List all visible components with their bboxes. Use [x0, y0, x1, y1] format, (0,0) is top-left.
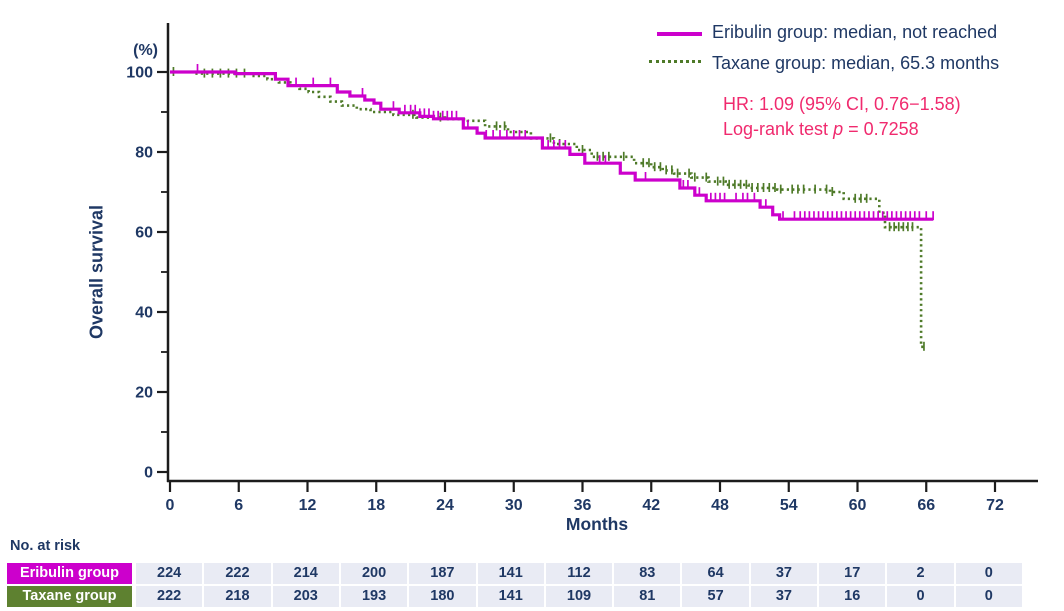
- y-tick-label: 80: [135, 145, 153, 162]
- risk-label-eribulin: Eribulin group: [7, 563, 132, 584]
- x-tick-label: 48: [711, 497, 729, 514]
- risk-cell: 83: [614, 563, 681, 584]
- y-tick-label: 20: [135, 385, 153, 402]
- risk-cell: 112: [545, 563, 613, 584]
- x-tick-label: 66: [917, 497, 935, 514]
- risk-cell: 187: [409, 563, 476, 584]
- taxane-line-swatch: [649, 60, 701, 63]
- y-tick-label: 60: [135, 225, 153, 242]
- risk-cell: 37: [750, 586, 818, 607]
- risk-cell: 224: [136, 563, 203, 584]
- risk-cell: 141: [477, 586, 544, 607]
- stats-annotation: HR: 1.09 (95% CI, 0.76−1.58) Log-rank te…: [723, 92, 961, 142]
- y-tick-label: 40: [135, 305, 153, 322]
- survival-chart-plot: 0 20 40 60 80 100 0 6 12 18 24 30 36 42 48 54 60 66 72: [126, 23, 1038, 514]
- risk-cell: 64: [682, 563, 749, 584]
- x-axis-title: Months: [565, 514, 629, 534]
- x-tick-label: 36: [574, 497, 592, 514]
- risk-label-taxane: Taxane group: [7, 586, 132, 607]
- legend-label-eribulin: Eribulin group: median, not reached: [712, 22, 998, 42]
- risk-cell: 214: [272, 563, 339, 584]
- risk-cell: 193: [340, 586, 408, 607]
- x-tick-label: 42: [642, 497, 660, 514]
- x-tick-label: 12: [299, 497, 317, 514]
- risk-values-eribulin: 224 222 214 200 187 141 112 83 64 37 17 2 0: [136, 563, 1022, 584]
- x-tick-label: 18: [367, 497, 385, 514]
- risk-table-title: No. at risk: [10, 538, 81, 554]
- y-axis-unit-label: (%): [133, 42, 158, 59]
- y-tick-label: 0: [144, 465, 153, 482]
- x-tick-label: 60: [849, 497, 867, 514]
- risk-cell: 0: [955, 563, 1022, 584]
- risk-cell: 200: [340, 563, 408, 584]
- risk-cell: 180: [409, 586, 476, 607]
- x-tick-label: 54: [780, 497, 798, 514]
- risk-values-taxane: 222 218 203 193 180 141 109 81 57 37 16 0 0: [136, 586, 1022, 607]
- logrank-p-symbol: p: [833, 119, 844, 139]
- risk-cell: 57: [682, 586, 749, 607]
- risk-cell: 37: [750, 563, 818, 584]
- risk-cell: 141: [477, 563, 544, 584]
- x-tick-label: 24: [436, 497, 454, 514]
- y-tick-label: 100: [126, 65, 153, 82]
- logrank-prefix: Log-rank test: [723, 119, 834, 139]
- risk-cell: 17: [819, 563, 886, 584]
- risk-cell: 81: [614, 586, 681, 607]
- y-axis-title: Overall survival: [86, 204, 107, 340]
- logrank-text: Log-rank test p = 0.7258: [723, 117, 961, 142]
- legend-label-taxane: Taxane group: median, 65.3 months: [712, 53, 1000, 73]
- x-tick-label: 6: [234, 497, 243, 514]
- x-tick-label: 72: [986, 497, 1004, 514]
- risk-cell: 203: [272, 586, 339, 607]
- taxane-curve: [170, 70, 926, 349]
- eribulin-line-swatch: [657, 32, 702, 36]
- risk-cell: 222: [136, 586, 203, 607]
- risk-cell: 2: [887, 563, 954, 584]
- x-tick-label: 30: [505, 497, 523, 514]
- risk-cell: 109: [545, 586, 613, 607]
- risk-cell: 0: [887, 586, 954, 607]
- eribulin-curve: [170, 70, 934, 221]
- risk-row-taxane: Taxane group 222 218 203 193 180 141 109 81 57 37…: [0, 586, 1064, 607]
- logrank-value: = 0.7258: [843, 119, 919, 139]
- x-tick-label: 0: [166, 497, 175, 514]
- risk-row-eribulin: Eribulin group 224 222 214 200 187 141 112 83 64…: [0, 563, 1064, 584]
- risk-cell: 0: [955, 586, 1022, 607]
- risk-cell: 218: [204, 586, 271, 607]
- risk-cell: 222: [204, 563, 271, 584]
- risk-cell: 16: [819, 586, 886, 607]
- hazard-ratio-text: HR: 1.09 (95% CI, 0.76−1.58): [723, 94, 961, 114]
